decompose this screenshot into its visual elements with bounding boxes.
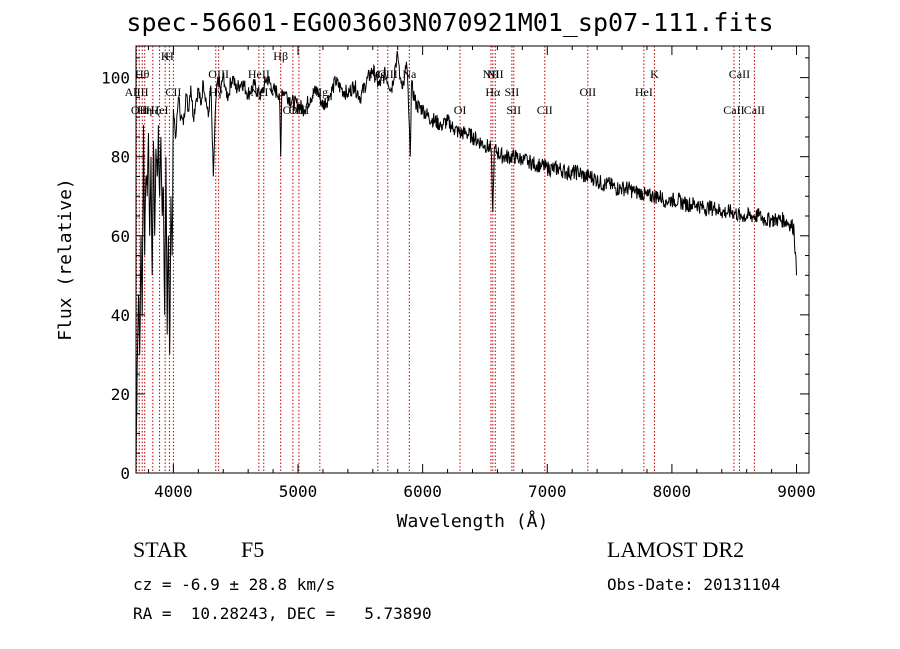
y-tick-label: 20 bbox=[111, 385, 130, 404]
line-marker-label: Mg bbox=[311, 85, 328, 99]
line-marker-label: AlIII bbox=[125, 85, 149, 99]
line-marker-label: CII bbox=[537, 103, 553, 117]
object-class-label: STAR bbox=[133, 537, 188, 562]
y-tick-label: 60 bbox=[111, 227, 130, 246]
line-marker-label: OII bbox=[131, 103, 148, 117]
y-tick-label: 100 bbox=[101, 69, 130, 88]
line-marker-label: HeI bbox=[635, 85, 653, 99]
x-tick-label: 5000 bbox=[279, 482, 318, 501]
line-marker-label: Hγ bbox=[209, 85, 224, 99]
survey-label: LAMOST DR2 bbox=[607, 537, 745, 562]
plot-frame bbox=[135, 45, 810, 474]
line-marker-label: OIII bbox=[283, 103, 304, 117]
line-marker-label: Hθ bbox=[135, 67, 150, 81]
coordinates-label: RA = 10.28243, DEC = 5.73890 bbox=[133, 604, 432, 623]
line-marker-label: OII bbox=[579, 85, 596, 99]
line-marker-label: H bbox=[165, 49, 174, 63]
line-marker-label: NII bbox=[483, 67, 500, 81]
y-tick-label: 80 bbox=[111, 148, 130, 167]
line-marker-label: K bbox=[650, 67, 659, 81]
line-marker-label: SII bbox=[505, 85, 520, 99]
spectrum-series bbox=[135, 50, 797, 466]
x-tick-label: 4000 bbox=[154, 482, 193, 501]
x-axis-label: Wavelength (Å) bbox=[397, 510, 549, 532]
y-tick-label: 0 bbox=[120, 464, 130, 483]
line-marker-label: Hη bbox=[137, 103, 152, 117]
x-tick-label: 6000 bbox=[403, 482, 442, 501]
line-marker-label: CaII bbox=[729, 67, 750, 81]
line-marker-label: CII bbox=[165, 85, 181, 99]
object-subclass-label: F5 bbox=[241, 537, 265, 562]
x-tick-label: 8000 bbox=[653, 482, 692, 501]
observation-date-label: Obs-Date: 20131104 bbox=[607, 575, 781, 594]
y-tick-label: 40 bbox=[111, 306, 130, 325]
line-marker-label: NeIV bbox=[250, 85, 277, 99]
line-marker-label: OI bbox=[454, 103, 467, 117]
redshift-velocity-label: cz = -6.9 ± 28.8 km/s bbox=[133, 575, 336, 594]
line-marker-label: OIII bbox=[289, 103, 310, 117]
y-axis-label: Flux (relative) bbox=[55, 178, 76, 341]
line-marker-label: OIII bbox=[208, 67, 229, 81]
line-marker-label: CaII bbox=[744, 103, 765, 117]
line-marker-label: Hζ bbox=[146, 103, 160, 117]
x-tick-label: 9000 bbox=[777, 482, 816, 501]
line-marker-label: HeI bbox=[151, 103, 169, 117]
line-marker-label: Mg bbox=[369, 67, 386, 81]
line-marker-label: Na bbox=[402, 67, 417, 81]
line-marker-label: NII bbox=[487, 67, 504, 81]
line-marker-label: HeII bbox=[248, 67, 270, 81]
line-marker-label: CIII bbox=[378, 67, 398, 81]
line-marker-label: K bbox=[161, 49, 170, 63]
line-marker-label: SII bbox=[506, 103, 521, 117]
line-marker-label: Hβ bbox=[273, 49, 288, 63]
line-marker-label: Hα bbox=[485, 85, 501, 99]
x-tick-label: 7000 bbox=[528, 482, 567, 501]
line-marker-label: CaII bbox=[723, 103, 744, 117]
chart-title: spec-56601-EG003603N070921M01_sp07-111.f… bbox=[126, 8, 774, 37]
